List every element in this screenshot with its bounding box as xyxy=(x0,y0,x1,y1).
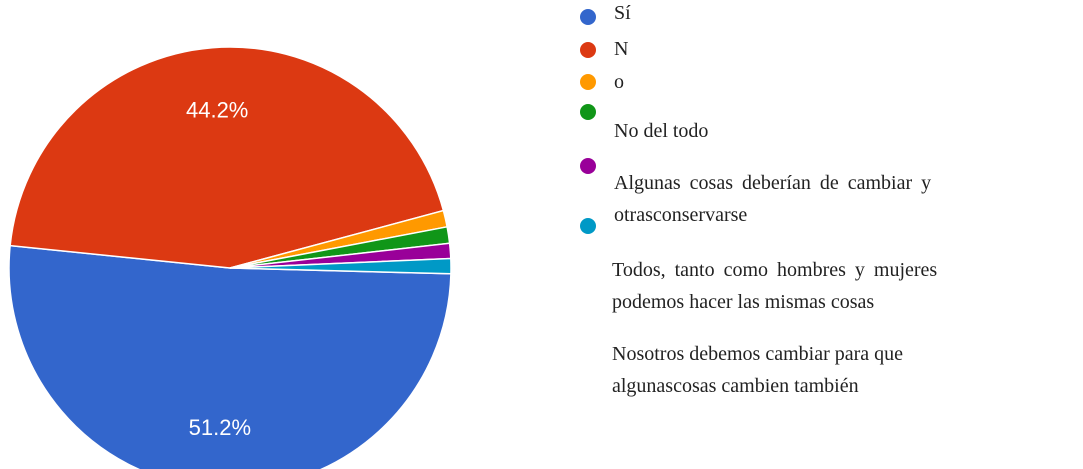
pie-slice-label-1: 44.2% xyxy=(186,97,248,122)
legend-swatch-no-del-todo xyxy=(580,104,596,120)
pie-slice-labels: 51.2% 44.2% xyxy=(186,97,251,439)
pie-slice-5[interactable] xyxy=(229,257,452,275)
legend-note-nosotros-line2: algunascosas cambien también xyxy=(612,375,859,397)
legend-swatch-algunas-cosas xyxy=(580,158,596,174)
legend-label-otrasconservarse: otrasconservarse xyxy=(614,204,748,226)
legend-swatch-o xyxy=(580,74,596,90)
legend-label-o: o xyxy=(614,71,624,93)
legend-label-no-del-todo: No del todo xyxy=(614,120,709,142)
legend-swatch-n xyxy=(580,42,596,58)
legend-swatch-si xyxy=(580,9,596,25)
legend-note-nosotros-line1: Nosotros debemos cambiar para que xyxy=(612,343,904,365)
pie-slice-label-0: 51.2% xyxy=(189,415,251,440)
legend-note-todos-line2: podemos hacer las mismas cosas xyxy=(612,291,875,313)
pie-slices xyxy=(8,46,452,469)
legend-note-todos-line1: Todos, tanto como hombres y mujeres xyxy=(612,259,938,281)
legend-label-si: Sí xyxy=(614,2,631,24)
pie-chart: 51.2% 44.2% xyxy=(8,46,452,469)
legend-swatch-otrasconservarse xyxy=(580,218,596,234)
legend-label-algunas-cosas: Algunas cosas deberían de cambiar y xyxy=(614,172,932,194)
pie-slice-0[interactable] xyxy=(8,244,452,469)
legend-label-n: N xyxy=(614,38,629,60)
pie-slice-1[interactable] xyxy=(9,46,445,269)
